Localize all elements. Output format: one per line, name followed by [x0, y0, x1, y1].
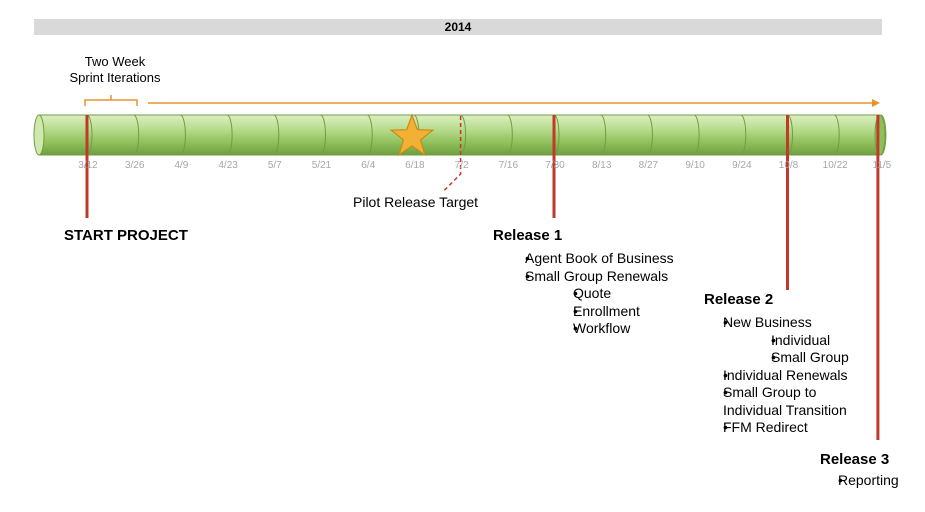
- date-tick-label: 8/27: [638, 160, 659, 171]
- segment-divider: [86, 114, 93, 156]
- list-item: Small Group: [706, 349, 849, 367]
- sprint-label: Two Week Sprint Iterations: [60, 54, 170, 86]
- release2-list: New Business Individual Small Group Indi…: [706, 314, 849, 437]
- release1-title: Release 1: [493, 227, 563, 244]
- segment-divider: [880, 114, 887, 156]
- segment-divider: [226, 114, 233, 156]
- cylinder-body: [38, 114, 881, 156]
- release3-list: Reporting: [822, 472, 899, 490]
- list-item: Workflow: [497, 320, 674, 338]
- segment-divider: [600, 114, 607, 156]
- date-tick-label: 4/9: [174, 160, 189, 171]
- list-item: Enrollment: [497, 303, 674, 321]
- segment-divider: [460, 114, 467, 156]
- date-tick-label: 10/8: [778, 160, 799, 171]
- segment-divider: [133, 114, 140, 156]
- segment-divider: [740, 114, 747, 156]
- sprint-label-line1: Two Week: [84, 54, 146, 69]
- pilot-release-label: Pilot Release Target: [353, 194, 479, 210]
- list-item: Agent Book of Business: [497, 250, 674, 268]
- list-item: New Business: [706, 314, 849, 332]
- cylinder-left-cap: [33, 114, 45, 156]
- date-tick-label: 7/16: [498, 160, 519, 171]
- release3-title: Release 3: [820, 451, 890, 468]
- pilot-marker: [442, 116, 462, 193]
- list-item: FFM Redirect: [706, 419, 849, 437]
- list-item: Individual Renewals: [706, 367, 849, 385]
- segment-divider: [834, 114, 840, 156]
- release1-list: Agent Book of Business Small Group Renew…: [497, 250, 674, 338]
- date-tick-label: 9/10: [685, 160, 705, 171]
- release-lines: [85, 115, 880, 440]
- segment-divider: [273, 114, 280, 156]
- list-item: Small Group Renewals: [497, 268, 674, 286]
- date-tick-label: 9/24: [732, 160, 752, 171]
- date-tick-label: 5/7: [267, 160, 282, 171]
- date-tick-label: 6/18: [405, 160, 425, 171]
- date-tick-label: 6/4: [361, 160, 376, 171]
- segment-divider: [787, 114, 793, 156]
- list-item: Quote: [497, 285, 674, 303]
- timeline-cylinder: [33, 114, 887, 156]
- date-tick-label: 10/22: [822, 160, 848, 171]
- release2-title: Release 2: [704, 291, 774, 308]
- date-tick-label: 3/26: [124, 160, 145, 171]
- year-header: 2014: [34, 19, 882, 35]
- date-tick-label: 11/5: [872, 160, 892, 171]
- segment-divider: [320, 114, 326, 156]
- star-icon: [389, 113, 435, 157]
- segment-divider: [647, 114, 653, 156]
- arrow-head-icon: [872, 99, 880, 107]
- date-tick-label: 7/30: [545, 160, 565, 171]
- segment-divider: [553, 114, 560, 156]
- segment-divider: [693, 114, 700, 156]
- segment-divider: [367, 114, 373, 156]
- list-item: Individual Transition: [723, 401, 847, 418]
- date-tick-label: 4/23: [218, 160, 238, 171]
- date-tick-label: 3/12: [78, 160, 98, 171]
- pilot-dashed-line: [442, 116, 462, 193]
- date-tick-label: 5/21: [311, 160, 332, 171]
- sprint-label-line2: Sprint Iterations: [69, 70, 161, 85]
- date-tick-label: 7/2: [454, 160, 469, 171]
- bracket-shape: [84, 95, 138, 106]
- sprint-arrow: [148, 99, 880, 107]
- segment-divider: [507, 114, 513, 156]
- start-project-label: START PROJECT: [64, 227, 188, 244]
- star-shape: [389, 113, 435, 157]
- date-tick-label: 8/13: [591, 160, 612, 171]
- list-item: Individual: [706, 332, 849, 350]
- sprint-bracket: [84, 95, 138, 106]
- list-item: Small Group to: [706, 384, 849, 402]
- list-item: Reporting: [822, 472, 899, 490]
- segment-divider: [180, 114, 186, 156]
